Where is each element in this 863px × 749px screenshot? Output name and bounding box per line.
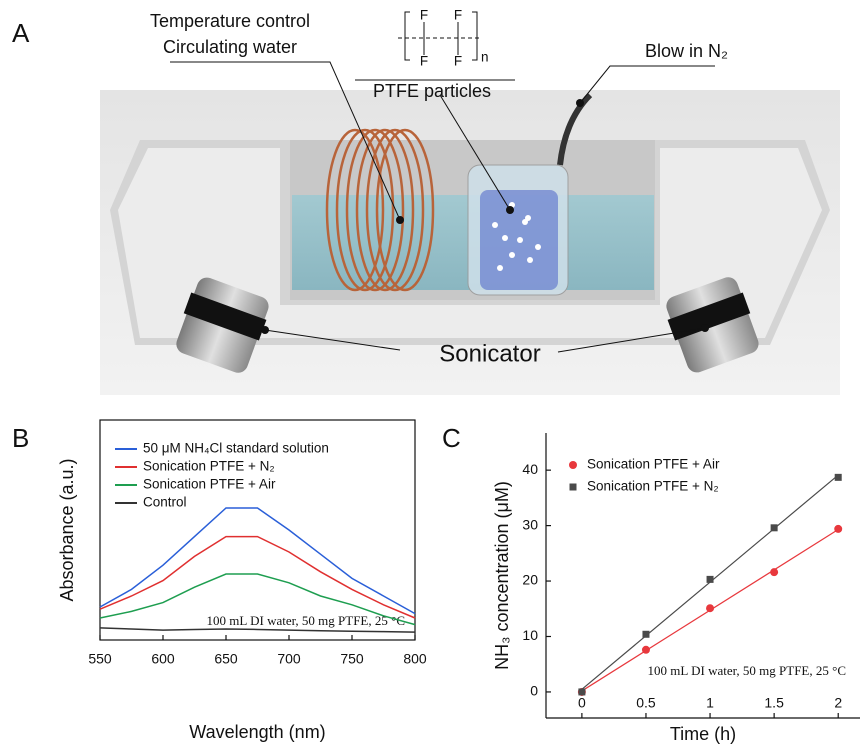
particles-label: PTFE particles — [373, 81, 491, 101]
legend-label: Sonication PTFE + Air — [143, 477, 276, 492]
legend-label: Sonication PTFE + Air — [587, 457, 720, 472]
repeat-index: n — [481, 50, 489, 65]
panel-label: A — [12, 18, 30, 48]
y-tick-label: 20 — [522, 572, 538, 588]
sonicator-label: Sonicator — [439, 340, 540, 367]
x-tick-label: 750 — [340, 651, 364, 667]
x-tick-label: 650 — [214, 651, 238, 667]
legend-swatch — [569, 461, 577, 469]
atom: F — [454, 8, 462, 23]
coil-label: Circulating water — [163, 37, 297, 57]
annotation: 100 mL DI water, 50 mg PTFE, 25 °C — [207, 613, 405, 628]
x-tick-label: 700 — [277, 651, 301, 667]
legend-label: Sonication PTFE + N₂ — [587, 479, 719, 494]
series-line — [99, 627, 416, 633]
point — [834, 473, 842, 481]
point — [706, 604, 715, 613]
y-tick-label: 0 — [530, 683, 538, 699]
x-tick-label: 600 — [151, 651, 175, 667]
legend-label: 50 μM NH₄Cl standard solution — [143, 441, 329, 456]
point — [706, 575, 714, 583]
legend-label: Control — [143, 495, 187, 510]
panel-label: C — [442, 423, 461, 453]
legend-label: Sonication PTFE + N₂ — [143, 459, 275, 474]
x-tick-label: 0 — [578, 695, 586, 711]
x-tick-label: 1.5 — [764, 695, 784, 711]
annotation: 100 mL DI water, 50 mg PTFE, 25 °C — [648, 663, 846, 678]
atom: F — [420, 8, 428, 23]
atom: F — [420, 54, 428, 69]
plot-frame — [99, 419, 416, 641]
legend-swatch — [569, 483, 577, 491]
series-line — [99, 535, 416, 619]
apparatus — [100, 11, 840, 395]
y-axis-label: NH₃ concentration (μM) — [492, 481, 512, 670]
point — [834, 524, 843, 533]
x-axis-label: Wavelength (nm) — [189, 722, 325, 742]
series-line — [99, 507, 416, 615]
series-line — [99, 573, 416, 626]
x-tick-label: 800 — [403, 651, 427, 667]
point — [641, 645, 650, 654]
y-tick-label: 30 — [522, 516, 538, 532]
point — [770, 524, 778, 532]
gas-label: Blow in N₂ — [645, 41, 728, 61]
point — [642, 630, 650, 638]
x-tick-label: 0.5 — [636, 695, 656, 711]
atom: F — [454, 54, 462, 69]
point — [770, 568, 779, 577]
panel-label: B — [12, 423, 29, 453]
y-tick-label: 10 — [522, 627, 538, 643]
coil-label: Temperature control — [150, 11, 310, 31]
x-axis-label: Time (h) — [670, 724, 736, 744]
y-axis-label: Absorbance (a.u.) — [57, 458, 77, 601]
x-tick-label: 1 — [706, 695, 714, 711]
x-tick-label: 2 — [834, 695, 842, 711]
y-tick-label: 40 — [522, 461, 538, 477]
point — [578, 688, 586, 696]
x-tick-label: 550 — [88, 651, 112, 667]
